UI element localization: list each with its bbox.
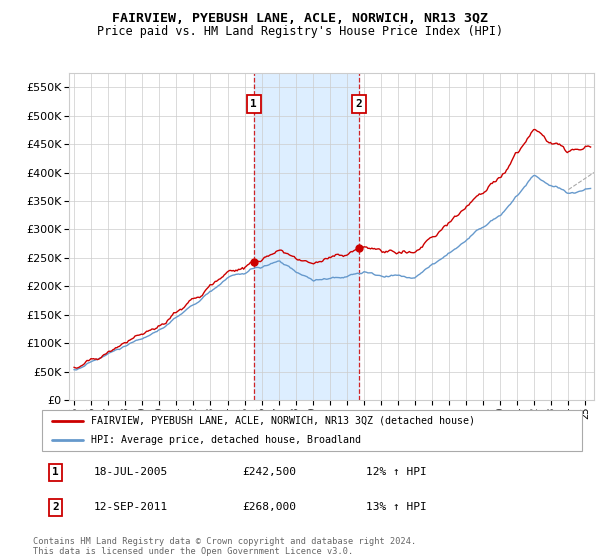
Text: 1: 1 xyxy=(52,467,59,477)
Text: FAIRVIEW, PYEBUSH LANE, ACLE, NORWICH, NR13 3QZ (detached house): FAIRVIEW, PYEBUSH LANE, ACLE, NORWICH, N… xyxy=(91,416,475,426)
Text: 1: 1 xyxy=(250,99,257,109)
Text: £268,000: £268,000 xyxy=(242,502,296,512)
Text: This data is licensed under the Open Government Licence v3.0.: This data is licensed under the Open Gov… xyxy=(33,548,353,557)
Text: HPI: Average price, detached house, Broadland: HPI: Average price, detached house, Broa… xyxy=(91,435,361,445)
Text: FAIRVIEW, PYEBUSH LANE, ACLE, NORWICH, NR13 3QZ: FAIRVIEW, PYEBUSH LANE, ACLE, NORWICH, N… xyxy=(112,12,488,25)
Text: 13% ↑ HPI: 13% ↑ HPI xyxy=(366,502,427,512)
Text: 12% ↑ HPI: 12% ↑ HPI xyxy=(366,467,427,477)
Text: £242,500: £242,500 xyxy=(242,467,296,477)
Text: Price paid vs. HM Land Registry's House Price Index (HPI): Price paid vs. HM Land Registry's House … xyxy=(97,25,503,38)
Text: 18-JUL-2005: 18-JUL-2005 xyxy=(94,467,167,477)
Text: 12-SEP-2011: 12-SEP-2011 xyxy=(94,502,167,512)
Text: 2: 2 xyxy=(52,502,59,512)
Text: 2: 2 xyxy=(356,99,362,109)
FancyBboxPatch shape xyxy=(42,410,582,451)
Text: Contains HM Land Registry data © Crown copyright and database right 2024.: Contains HM Land Registry data © Crown c… xyxy=(33,538,416,547)
